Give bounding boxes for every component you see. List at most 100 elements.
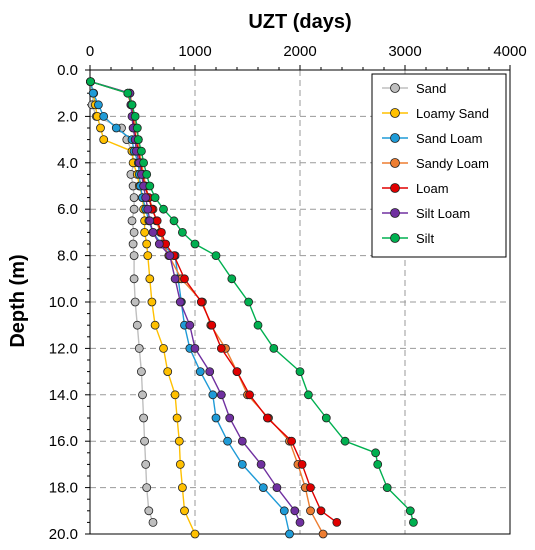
data-point-sand-loam [111, 123, 121, 133]
data-point-sandy-loam [306, 506, 315, 516]
data-point-silt [408, 518, 418, 527]
data-point-silt-loam [170, 274, 180, 284]
data-point-silt [269, 343, 279, 353]
legend-label: Sandy Loam [416, 156, 489, 171]
data-point-silt-loam [141, 193, 151, 203]
data-point-silt [130, 112, 140, 121]
data-point-loamy-sand [170, 390, 180, 400]
legend-swatch-marker [390, 83, 400, 93]
data-point-loamy-sand [143, 251, 153, 261]
data-point-silt [244, 297, 254, 307]
plot-area-frame [89, 69, 511, 535]
data-point-silt-loam [225, 413, 235, 423]
data-point-silt-loam [295, 518, 305, 527]
data-point-silt-loam [145, 216, 155, 226]
data-series [86, 77, 418, 539]
legend-label: Silt Loam [416, 206, 470, 221]
legend-label: Sand [416, 81, 446, 96]
x-tick-label: 4000 [493, 43, 526, 60]
data-point-loamy-sand [147, 297, 157, 307]
y-axis-title: Depth (m) [7, 254, 29, 347]
data-point-loamy-sand [163, 367, 173, 377]
y-tick-label: 20.0 [49, 526, 78, 543]
data-point-silt-loam [205, 367, 215, 377]
data-point-loamy-sand [142, 239, 152, 249]
data-point-sand [138, 390, 147, 400]
data-point-loam [152, 216, 162, 226]
data-point-loamy-sand [190, 529, 200, 539]
data-point-sand-loam [208, 390, 218, 400]
y-tick-label: 16.0 [49, 433, 78, 450]
legend-entry-loamy-sand: Loamy Sand [382, 106, 489, 121]
x-tick-label: 3000 [388, 43, 421, 60]
data-point-silt [127, 100, 137, 110]
data-point-loamy-sand [140, 227, 150, 237]
y-tick-label: 0.0 [57, 62, 78, 79]
data-point-loam [207, 320, 217, 330]
data-point-silt [169, 216, 179, 226]
data-point-silt [136, 146, 146, 156]
data-point-silt [142, 169, 152, 179]
data-point-loamy-sand [150, 320, 160, 330]
data-point-loam [196, 297, 206, 307]
data-point-silt [86, 77, 95, 86]
data-point-sand-loam [99, 112, 109, 121]
data-point-sand [140, 436, 150, 446]
data-point-sand [129, 251, 139, 261]
data-point-loam [216, 343, 226, 353]
data-point-silt [227, 274, 237, 284]
data-point-loamy-sand [172, 413, 182, 423]
data-point-silt-loam [148, 227, 158, 237]
data-point-silt-loam [216, 390, 226, 400]
y-tick-label: 2.0 [57, 108, 78, 125]
data-point-silt [382, 483, 392, 493]
data-point-sand-loam [223, 436, 233, 446]
data-point-sand [130, 297, 140, 307]
data-point-loam [332, 518, 342, 527]
data-point-silt-loam [237, 436, 247, 446]
data-point-sand [139, 413, 149, 423]
data-point-loam [245, 390, 255, 400]
data-point-silt-loam [185, 320, 195, 330]
data-point-sand [132, 320, 142, 330]
data-point-silt-loam [143, 204, 153, 214]
data-point-sand-loam [279, 506, 289, 516]
x-tick-label: 2000 [283, 43, 316, 60]
data-point-loamy-sand [175, 459, 185, 469]
data-point-sand [136, 367, 146, 377]
legend-swatch-marker [390, 108, 400, 118]
data-point-loam [287, 436, 297, 446]
data-point-sand [142, 483, 152, 493]
legend-entry-sandy-loam: Sandy Loam [382, 156, 489, 171]
data-point-silt [253, 320, 263, 330]
data-point-silt [123, 88, 133, 98]
y-tick-label: 8.0 [57, 248, 78, 265]
data-point-loamy-sand [180, 506, 189, 516]
legend-entry-sand: Sand [382, 81, 446, 96]
series-line-sandy-loam [90, 80, 324, 535]
legend: Sand Loamy Sand Sand Loam Sandy Loam Loam Sil… [371, 73, 507, 258]
y-tick-labels: 0.0 2.0 4.0 6.0 8.0 10.0 12.0 14.0 16.0 18.0 20.0 [49, 62, 78, 543]
data-point-sand-loam [195, 367, 205, 377]
data-point-loamy-sand [99, 135, 109, 145]
data-point-silt-loam [256, 459, 266, 469]
data-point-silt [139, 158, 149, 168]
data-point-sand [129, 274, 139, 284]
y-tick-label: 10.0 [49, 294, 78, 311]
y-tick-label: 14.0 [49, 387, 78, 404]
data-point-sand [127, 216, 137, 226]
data-point-loamy-sand [96, 123, 105, 133]
data-point-loam [232, 367, 242, 377]
legend-label: Silt [416, 231, 434, 246]
data-point-sandy-loam [318, 529, 328, 539]
legend-swatch-marker [390, 158, 400, 168]
data-point-silt-loam [272, 483, 282, 493]
data-point-sand-loam [211, 413, 221, 423]
legend-label: Loam [416, 181, 449, 196]
x-tick-label: 1000 [178, 43, 211, 60]
data-point-sand [129, 204, 139, 214]
series-line-sand-loam [89, 81, 291, 535]
legend-swatch-marker [390, 233, 400, 243]
data-point-sand [141, 459, 151, 469]
